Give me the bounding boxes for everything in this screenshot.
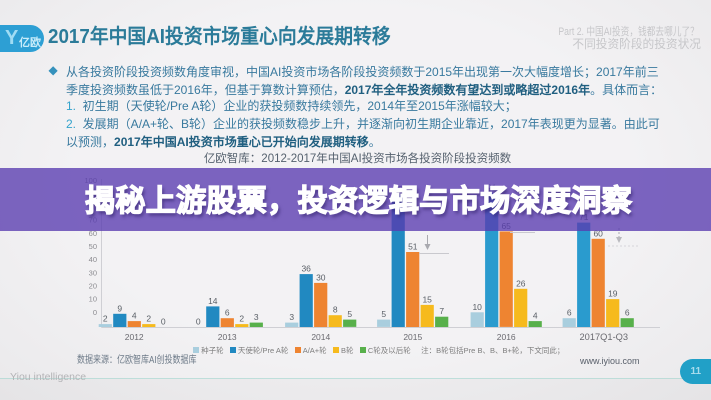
svg-text:6: 6 <box>625 308 630 318</box>
svg-text:2: 2 <box>146 314 151 324</box>
svg-text:2013: 2013 <box>218 332 237 342</box>
svg-text:30: 30 <box>316 272 326 282</box>
svg-text:14: 14 <box>208 296 218 306</box>
svg-text:15: 15 <box>422 294 432 304</box>
svg-text:2017Q1-Q3: 2017Q1-Q3 <box>580 332 629 342</box>
svg-text:5: 5 <box>347 309 352 319</box>
svg-text:36: 36 <box>301 264 311 274</box>
svg-text:20: 20 <box>89 282 97 291</box>
svg-text:0: 0 <box>93 308 97 317</box>
svg-text:2015: 2015 <box>403 332 422 342</box>
svg-text:2: 2 <box>103 314 108 324</box>
svg-text:9: 9 <box>117 303 122 313</box>
svg-text:3: 3 <box>289 312 294 322</box>
svg-text:3: 3 <box>254 312 259 322</box>
svg-text:30: 30 <box>89 268 97 277</box>
svg-text:50: 50 <box>89 242 97 251</box>
svg-text:0: 0 <box>161 317 166 327</box>
svg-text:60: 60 <box>593 228 603 238</box>
svg-text:51: 51 <box>408 242 418 252</box>
svg-text:40: 40 <box>89 255 97 264</box>
svg-text:4: 4 <box>132 311 137 321</box>
svg-text:2014: 2014 <box>311 332 330 342</box>
svg-text:6: 6 <box>567 308 572 318</box>
svg-text:60: 60 <box>89 229 97 238</box>
svg-text:2012: 2012 <box>125 332 144 342</box>
svg-text:10: 10 <box>472 302 482 312</box>
svg-text:4: 4 <box>533 311 538 321</box>
svg-text:8: 8 <box>333 305 338 315</box>
svg-text:6: 6 <box>225 308 230 318</box>
svg-text:10: 10 <box>89 295 97 304</box>
svg-text:5: 5 <box>381 309 386 319</box>
svg-text:26: 26 <box>516 278 526 288</box>
svg-text:19: 19 <box>608 289 618 299</box>
svg-text:0: 0 <box>196 317 201 327</box>
svg-text:2: 2 <box>239 314 244 324</box>
svg-text:7: 7 <box>439 306 444 316</box>
svg-text:2016: 2016 <box>497 332 516 342</box>
